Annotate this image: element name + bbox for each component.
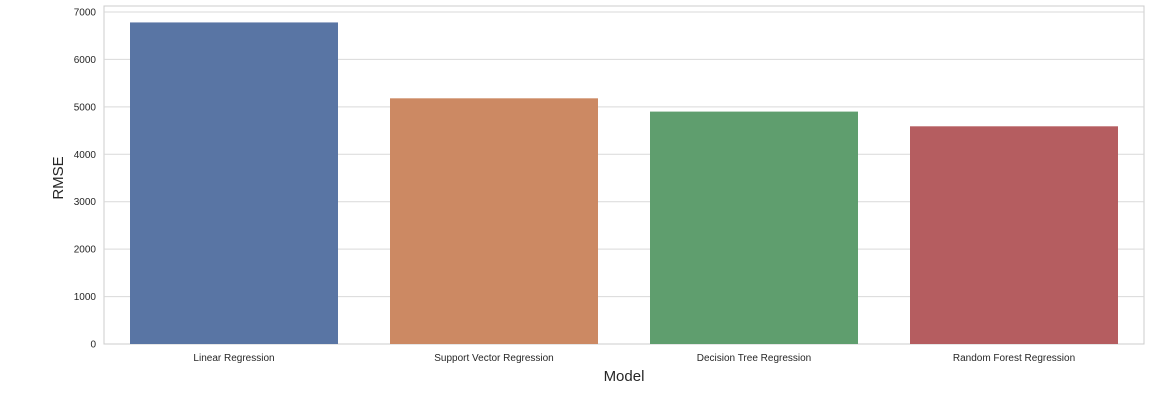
x-tick-labels: Linear Regression Support Vector Regressi…	[193, 353, 1075, 364]
y-tick-labels: 0 1000 2000 3000 4000 5000 6000 7000	[74, 8, 97, 351]
bars	[130, 22, 1118, 344]
y-tick-label: 6000	[74, 55, 97, 66]
y-axis-label: RMSE	[50, 156, 67, 199]
y-tick-label: 0	[90, 340, 96, 351]
x-tick-label: Linear Regression	[193, 353, 274, 364]
bar	[130, 22, 338, 344]
x-axis-label: Model	[604, 368, 645, 385]
x-tick-label: Random Forest Regression	[953, 353, 1075, 364]
y-tick-label: 1000	[74, 292, 97, 303]
y-tick-label: 5000	[74, 102, 97, 113]
y-tick-label: 4000	[74, 150, 97, 161]
y-tick-label: 3000	[74, 197, 97, 208]
x-tick-label: Support Vector Regression	[434, 353, 554, 364]
x-tick-label: Decision Tree Regression	[697, 353, 812, 364]
bar	[390, 98, 598, 344]
y-tick-label: 2000	[74, 245, 97, 256]
y-tick-label: 7000	[74, 8, 97, 19]
bar	[650, 111, 858, 344]
bar	[910, 126, 1118, 344]
